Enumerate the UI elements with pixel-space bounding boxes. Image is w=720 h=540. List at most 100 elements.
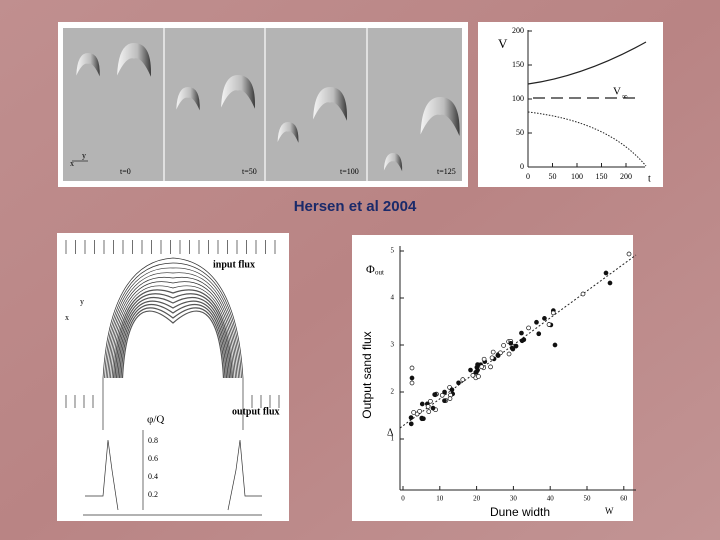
point — [552, 342, 558, 348]
point — [488, 364, 493, 370]
panel-dividers — [163, 28, 368, 181]
dune — [76, 53, 100, 77]
flux-line — [112, 289, 234, 379]
y-tick-label: 150 — [512, 60, 524, 69]
point — [542, 316, 547, 321]
flux-diagram — [65, 240, 280, 516]
point — [426, 409, 432, 414]
point — [519, 338, 525, 344]
point — [476, 374, 481, 379]
y-tick-label: 1 — [391, 435, 395, 443]
y-tick-label: 0 — [520, 162, 524, 171]
x-tick-label: 30 — [510, 495, 518, 503]
plot-frame — [352, 235, 633, 521]
point — [508, 340, 514, 346]
point — [534, 319, 539, 325]
tick-label: 0.4 — [148, 472, 158, 481]
point — [603, 270, 609, 276]
flux-line — [110, 281, 236, 379]
annotation: V — [613, 86, 621, 98]
point — [460, 377, 466, 382]
point — [470, 373, 476, 378]
point — [449, 387, 455, 393]
dune — [221, 75, 255, 109]
axis-title: t — [648, 173, 651, 184]
x-tick-label: 60 — [620, 495, 628, 503]
flux-line — [121, 310, 225, 379]
point — [442, 389, 447, 395]
dune — [313, 87, 347, 121]
flux-profile — [85, 439, 262, 511]
axis-title: φ/Q — [147, 414, 164, 426]
x-tick-label: 50 — [584, 495, 592, 503]
diagram-frame — [57, 233, 289, 521]
point — [519, 330, 524, 336]
flux-line — [105, 267, 241, 379]
point — [456, 380, 461, 386]
point — [479, 364, 485, 370]
point — [626, 251, 632, 257]
point — [428, 398, 433, 404]
point — [513, 343, 519, 349]
dune — [383, 153, 403, 172]
axis-label: y — [82, 151, 86, 160]
time-label: t=100 — [340, 167, 359, 176]
point — [421, 416, 426, 422]
point — [607, 280, 613, 286]
point — [501, 343, 506, 348]
flux-line — [118, 303, 228, 379]
point — [580, 291, 586, 297]
point — [408, 421, 414, 427]
point — [510, 346, 516, 352]
y-tick-label: 3 — [391, 341, 395, 349]
tick-label: 0.2 — [148, 490, 158, 499]
point — [409, 365, 415, 371]
flux-line — [111, 285, 235, 379]
point — [409, 380, 415, 386]
axis-title: W — [605, 506, 614, 516]
x-tick-label: 0 — [526, 172, 530, 181]
x-tick-label: 200 — [620, 172, 632, 181]
x-tick-label: 150 — [596, 172, 608, 181]
axis-title: Φ — [366, 262, 375, 276]
point — [408, 415, 414, 421]
dune — [176, 87, 200, 111]
point — [439, 392, 445, 398]
flux-line — [115, 297, 231, 379]
x-tick-label: 50 — [549, 172, 557, 181]
point — [550, 310, 556, 316]
flux-line — [108, 276, 238, 379]
point — [481, 356, 487, 362]
axis-label: x — [65, 313, 69, 322]
annotation-sub: ∞ — [622, 92, 628, 101]
x-tick-label: 10 — [436, 495, 444, 503]
y-tick-label: 100 — [512, 94, 524, 103]
x-tick-label: 0 — [401, 495, 405, 503]
scatter-plot — [399, 246, 637, 491]
label: input flux — [213, 259, 255, 270]
point — [442, 398, 447, 404]
point — [447, 396, 453, 401]
point — [411, 410, 417, 415]
point — [475, 362, 480, 367]
point — [546, 322, 552, 327]
point — [432, 392, 438, 397]
x-tick-label: 100 — [571, 172, 583, 181]
fit-line — [399, 254, 637, 429]
point — [417, 408, 422, 414]
y-tick-label: 50 — [516, 128, 524, 137]
time-label: t=125 — [437, 167, 456, 176]
flux-line — [120, 307, 226, 379]
axis-label: y — [80, 297, 84, 306]
flux-line — [104, 262, 242, 379]
annotation: Δ — [387, 427, 394, 438]
axis-title: V — [498, 36, 508, 51]
time-label: t=0 — [120, 167, 131, 176]
y-tick-label: 2 — [391, 388, 395, 396]
y-tick-label: 200 — [512, 26, 524, 35]
x-tick-label: 40 — [547, 495, 555, 503]
axis-title-sub: out — [375, 269, 384, 277]
dune — [420, 97, 460, 136]
dune — [277, 122, 299, 143]
